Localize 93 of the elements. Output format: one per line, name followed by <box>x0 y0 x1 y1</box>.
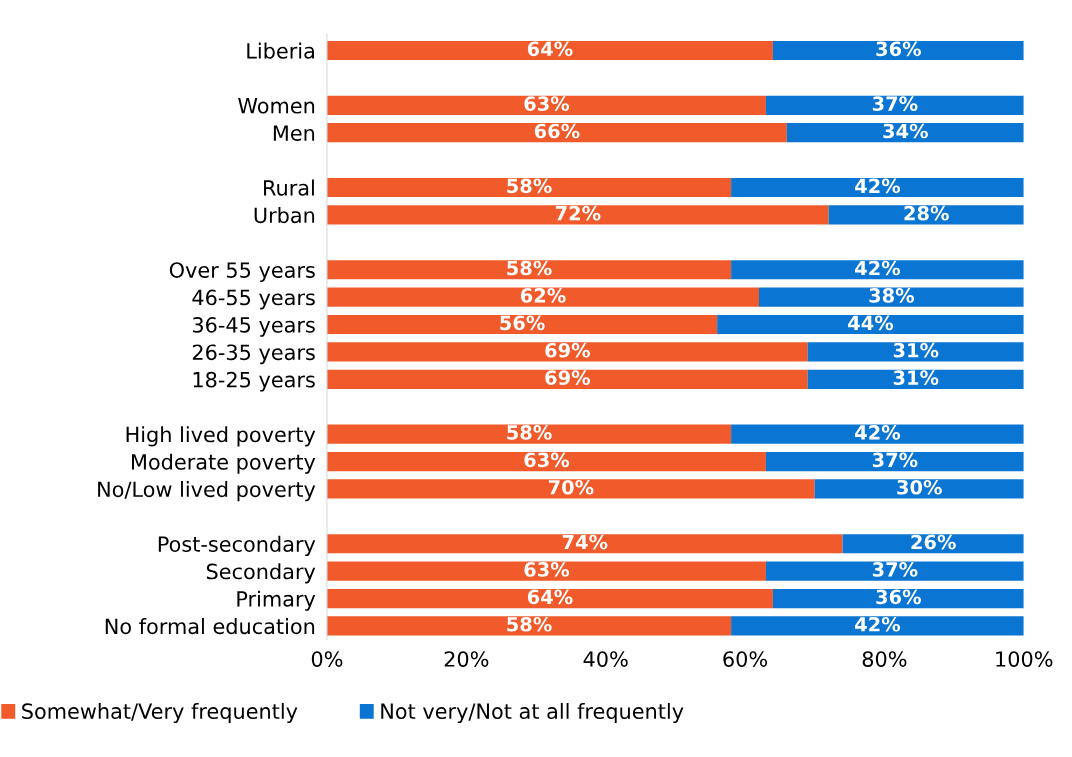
data-label: 63% <box>524 562 570 577</box>
legend-label: Somewhat/Very frequently <box>22 702 298 724</box>
data-label: 69% <box>545 370 591 385</box>
data-label: 58% <box>507 178 552 194</box>
bar <box>326 95 766 115</box>
x-tick-label: 0% <box>311 651 343 667</box>
bar <box>326 260 732 280</box>
bar <box>326 123 787 143</box>
data-label: 64% <box>527 41 573 57</box>
bar <box>758 287 1024 307</box>
data-label: 34% <box>883 123 928 139</box>
data-label: 58% <box>507 425 552 440</box>
data-label: 42% <box>855 178 901 194</box>
y-tick-label: Primary <box>237 590 316 611</box>
data-label: 37% <box>872 452 918 468</box>
data-label: 36% <box>876 589 921 605</box>
bar <box>326 342 808 362</box>
data-label: 64% <box>527 589 573 605</box>
data-label: 74% <box>562 534 608 550</box>
data-label: 37% <box>872 562 918 577</box>
bar <box>786 123 1024 143</box>
bar <box>326 314 718 335</box>
data-label: 72% <box>555 205 601 221</box>
data-label: 69% <box>545 342 591 358</box>
bar <box>326 287 759 307</box>
y-tick-label: Liberia <box>247 42 314 59</box>
bar <box>765 451 1024 472</box>
x-tick-label: 80% <box>862 651 907 667</box>
data-label: 37% <box>872 96 918 111</box>
y-tick-label: 46-55 years <box>192 289 315 310</box>
data-label: 66% <box>534 123 580 139</box>
bar <box>326 177 732 198</box>
x-tick-label: 100% <box>996 651 1053 667</box>
y-tick-label: Women <box>238 98 315 114</box>
data-label: 38% <box>869 288 915 303</box>
y-tick-label: Moderate poverty <box>132 453 316 474</box>
data-label: 63% <box>524 96 570 111</box>
y-tick-label: Over 55 years <box>169 262 315 282</box>
y-tick-label: No formal education <box>105 618 315 635</box>
data-label: 70% <box>548 479 594 495</box>
bar <box>807 342 1024 362</box>
data-label: 42% <box>855 260 901 276</box>
y-tick-label: Urban <box>254 207 315 224</box>
data-label: 36% <box>876 41 921 57</box>
bar <box>326 534 843 554</box>
bar <box>731 177 1024 198</box>
bar <box>772 40 1024 61</box>
data-label: 26% <box>911 534 956 550</box>
data-label: 28% <box>904 205 949 221</box>
y-tick-label: No/Low lived poverty <box>98 481 316 502</box>
x-tick-label: 20% <box>444 651 489 667</box>
data-label: 44% <box>848 315 894 331</box>
data-label: 42% <box>855 425 901 440</box>
data-label: 58% <box>507 616 552 632</box>
bar <box>326 205 829 225</box>
bar <box>326 616 732 636</box>
bar <box>326 479 815 499</box>
y-tick-label: Rural <box>264 179 314 196</box>
bar <box>731 616 1024 636</box>
bar <box>326 561 766 581</box>
data-label: 58% <box>507 260 552 276</box>
y-tick-label: Post-secondary <box>158 535 316 556</box>
x-tick-label: 60% <box>723 651 768 667</box>
bar <box>326 451 766 472</box>
y-tick-label: 26-35 years <box>192 344 315 365</box>
bar <box>326 424 732 444</box>
bar <box>772 588 1024 609</box>
bar <box>731 260 1024 280</box>
bar <box>765 95 1024 115</box>
data-label: 62% <box>520 288 566 303</box>
y-tick-label: Secondary <box>206 563 316 584</box>
bar <box>326 369 808 389</box>
bar <box>731 424 1024 444</box>
bar <box>326 40 773 61</box>
data-label: 31% <box>893 342 939 358</box>
data-label: 30% <box>897 479 942 495</box>
y-tick-label: High lived poverty <box>126 426 316 447</box>
bar <box>814 479 1024 499</box>
bar <box>807 369 1024 389</box>
bar <box>828 205 1024 225</box>
bar <box>842 534 1024 554</box>
data-label: 63% <box>524 452 570 468</box>
bar <box>765 561 1024 581</box>
bar <box>717 314 1024 335</box>
data-label: 56% <box>500 315 545 331</box>
bar <box>326 588 773 609</box>
y-tick-label: 18-25 years <box>193 371 315 392</box>
x-tick-label: 40% <box>583 651 628 667</box>
y-tick-label: Men <box>273 125 315 141</box>
y-tick-label: 36-45 years <box>192 316 315 337</box>
data-label: 31% <box>893 370 939 385</box>
data-label: 42% <box>855 616 901 632</box>
legend-label: Not very/Not at all frequently <box>381 702 684 724</box>
